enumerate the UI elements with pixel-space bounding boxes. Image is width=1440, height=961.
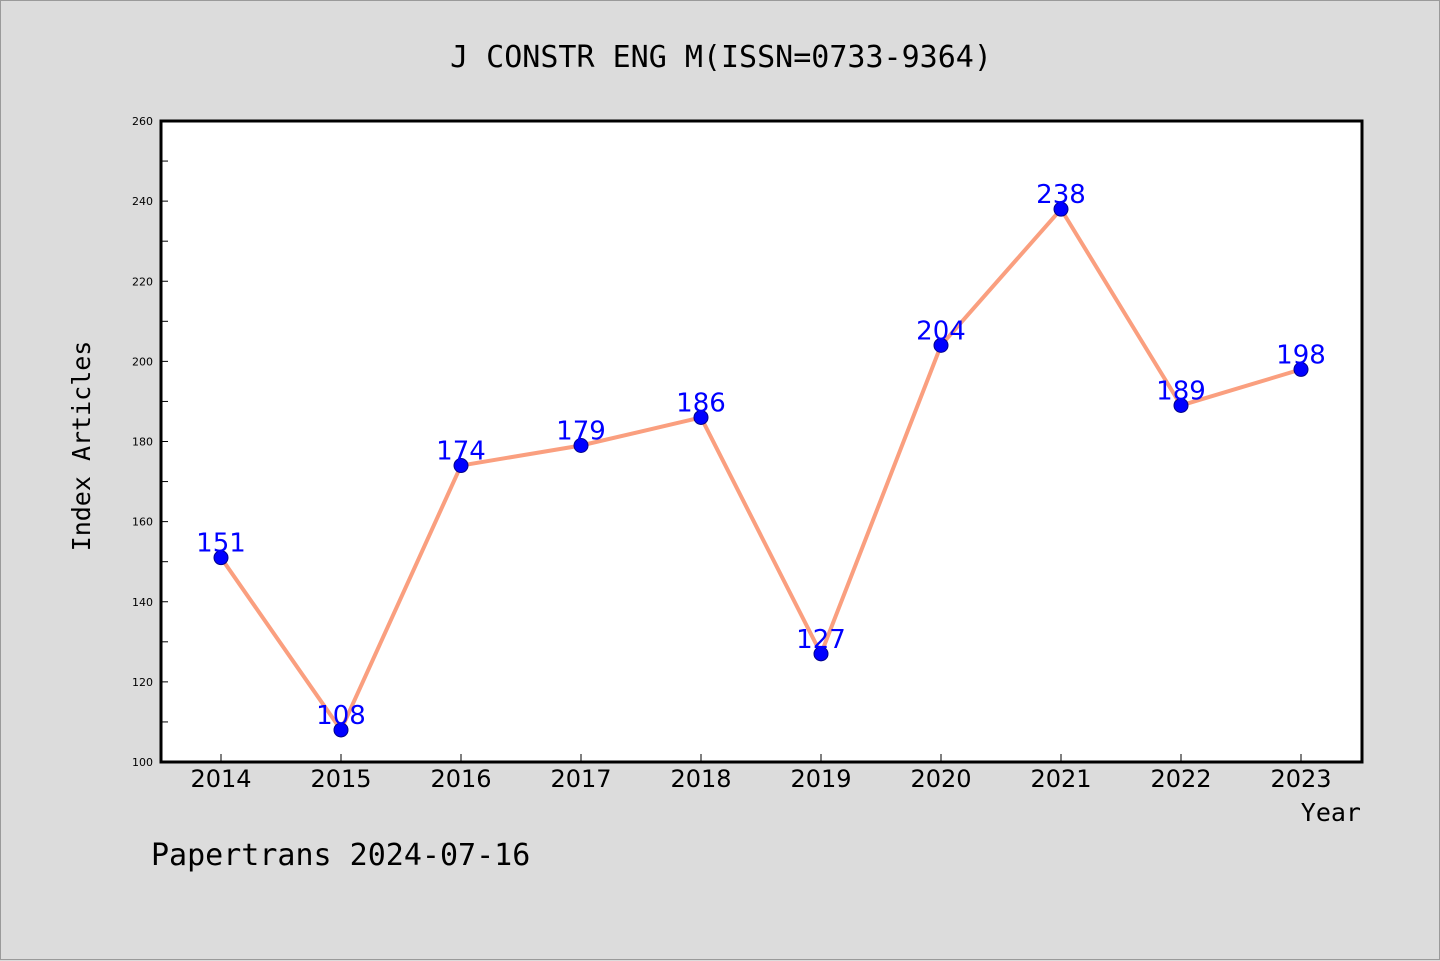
data-label: 127 [796,625,846,655]
data-point [333,722,349,738]
y-tick-label: 160 [132,516,153,529]
y-tick-label: 240 [132,195,153,208]
x-tick-label: 2020 [910,765,971,793]
x-tick-label: 2016 [430,765,491,793]
data-point [813,646,829,662]
x-axis-label: Year [1301,798,1361,827]
data-label: 186 [676,388,726,418]
x-tick-label: 2019 [790,765,851,793]
y-tick-label: 100 [132,756,153,769]
x-tick-label: 2015 [310,765,371,793]
data-point [213,550,229,566]
y-tick-label: 200 [132,355,153,368]
x-tick-label: 2023 [1270,765,1331,793]
y-tick-label: 180 [132,436,153,449]
data-label: 179 [556,417,606,447]
data-point [1293,361,1309,377]
x-axis: 2014 2015 2016 2017 2018 2019 2020 2021 2022 2023 [190,754,1332,793]
data-label: 151 [196,529,246,559]
plot-border [159,119,1364,764]
data-label: 174 [436,437,486,467]
data-label: 238 [1036,180,1086,210]
data-label: 204 [916,316,966,346]
y-tick-label: 120 [132,676,153,689]
y-axis-label: Index Articles [67,341,96,552]
data-point [1173,397,1189,413]
x-tick-label: 2014 [190,765,251,793]
series-line [219,207,1302,732]
data-label: 198 [1276,340,1326,370]
data-point [573,438,589,454]
y-tick-label: 220 [132,275,153,288]
data-point [1053,201,1069,217]
y-tick-label: 140 [132,596,153,609]
data-point [453,458,469,474]
x-tick-label: 2018 [670,765,731,793]
series-group: 151 108 174 179 186 127 204 238 189 198 [196,180,1326,738]
chart-title: J CONSTR ENG M(ISSN=0733-9364) [450,40,992,75]
data-label: 108 [316,701,366,731]
y-axis: 100 120 140 160 180 200 220 240 260 [132,115,168,769]
data-point [933,337,949,353]
y-tick-label: 260 [132,115,153,128]
plot-area [161,121,1362,762]
x-tick-label: 2021 [1030,765,1091,793]
footer-text: Papertrans 2024-07-16 [151,838,530,873]
data-label: 189 [1156,376,1206,406]
x-tick-label: 2022 [1150,765,1211,793]
x-tick-label: 2017 [550,765,611,793]
data-point [693,409,709,425]
